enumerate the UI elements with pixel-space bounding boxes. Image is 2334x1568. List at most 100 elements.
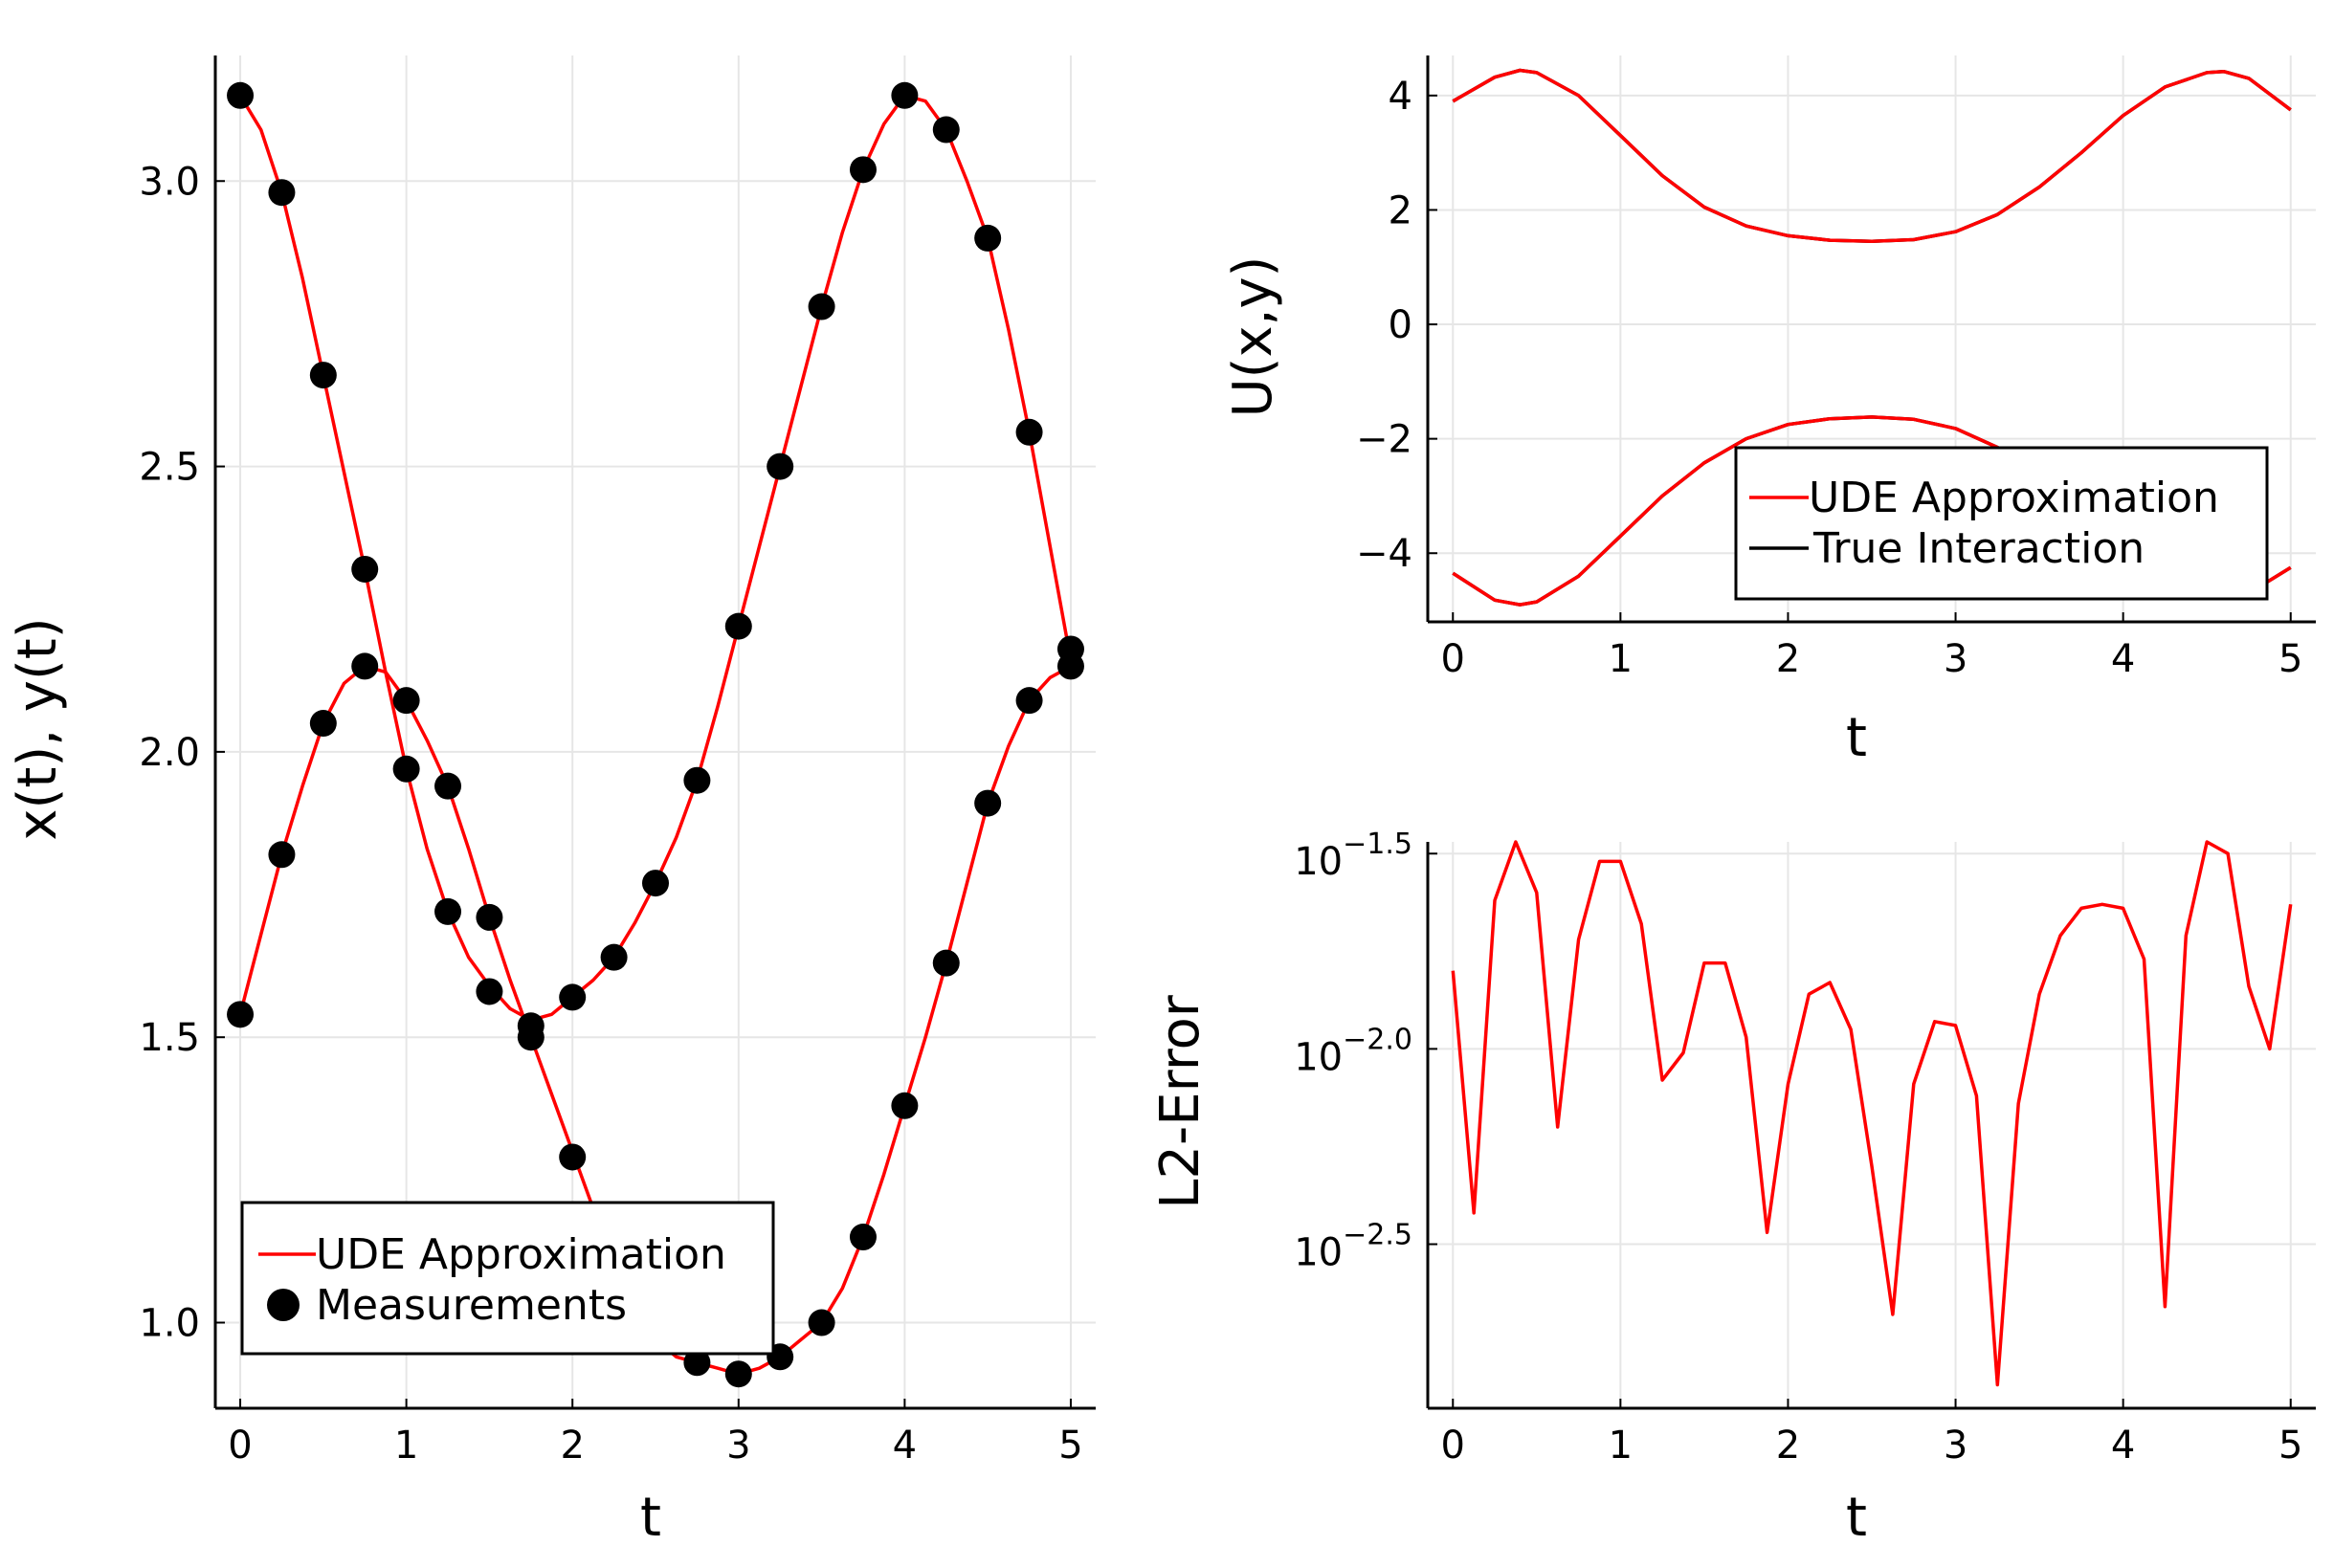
left-measurement-point xyxy=(476,978,503,1005)
left-legend-label-ude: UDE Approximation xyxy=(316,1230,726,1279)
top-right-y-axis-label: U(x,y) xyxy=(1222,256,1284,418)
left-measurement-point xyxy=(392,755,420,783)
left-x-tick-label: 0 xyxy=(228,1424,252,1468)
top-right-legend-box xyxy=(1734,446,2269,601)
left-x-tick-label: 3 xyxy=(726,1424,750,1468)
left-measurement-point xyxy=(974,224,1002,252)
bottom-right-ticks: 0 1 2 3 4 510−2.510−2.010−1.5 xyxy=(1294,828,2302,1468)
left-measurement-point xyxy=(476,903,503,931)
left-series xyxy=(227,81,1084,1388)
left-measurement-point xyxy=(932,949,960,977)
left-ticks: 0 1 2 3 4 5 1.0 1.5 2.0 2.5 3.0 xyxy=(139,160,1082,1468)
bottom-right-x-tick-label: 2 xyxy=(1776,1424,1800,1468)
bottom-right-y-tick-exponent: −1.5 xyxy=(1343,828,1412,861)
top-right-x-tick-label: 2 xyxy=(1776,637,1800,681)
left-measurement-point xyxy=(434,897,462,925)
left-y-tick-label: 3.0 xyxy=(139,160,200,204)
bottom-right-series-line-0 xyxy=(1451,840,2293,1387)
top-right-series-line-1 xyxy=(1452,68,2292,244)
bottom-right-y-tick-base: 10 xyxy=(1294,1035,1343,1079)
left-legend-box xyxy=(240,1201,775,1356)
bottom-right-y-tick-exponent: −2.5 xyxy=(1343,1219,1412,1252)
left-measurement-point xyxy=(808,1309,835,1336)
bottom-right-plot-panel: 0 1 2 3 4 510−2.510−2.010−1.5 t L2-Error xyxy=(1149,828,2316,1549)
top-right-x-tick-label: 0 xyxy=(1441,637,1465,681)
left-legend-marker-measurements xyxy=(267,1289,300,1321)
left-y-tick-label: 1.0 xyxy=(139,1302,200,1346)
left-y-tick-label: 2.0 xyxy=(139,731,200,775)
left-axes xyxy=(213,55,1096,1410)
left-measurement-point xyxy=(351,555,379,583)
left-measurement-point xyxy=(974,789,1002,817)
top-right-y-tick-label: −2 xyxy=(1356,418,1412,462)
top-right-x-tick-label: 5 xyxy=(2278,637,2302,681)
bottom-right-series xyxy=(1451,840,2293,1387)
bottom-right-x-tick-label: 1 xyxy=(1609,1424,1633,1468)
bottom-right-y-tick-base: 10 xyxy=(1294,1231,1343,1275)
left-grid xyxy=(215,55,1096,1408)
left-measurement-point xyxy=(683,766,711,794)
left-measurement-point xyxy=(724,1360,752,1388)
left-measurement-point xyxy=(600,943,628,971)
top-right-y-tick-label: 0 xyxy=(1389,303,1412,347)
left-measurement-point xyxy=(849,156,877,184)
left-measurement-point xyxy=(642,870,669,897)
bottom-right-y-tick-exponent: −2.0 xyxy=(1343,1023,1412,1056)
top-right-x-axis-label: t xyxy=(1846,707,1867,769)
left-measurement-point xyxy=(891,81,919,109)
top-right-x-tick-label: 3 xyxy=(1944,637,1967,681)
left-measurement-point xyxy=(1015,687,1043,715)
left-measurement-point xyxy=(268,179,296,207)
top-right-legend: UDE Approximation True Interaction xyxy=(1734,446,2269,601)
left-measurement-point xyxy=(392,687,420,715)
bottom-right-y-tick-label: 10−2.0 xyxy=(1294,1023,1412,1079)
left-measurement-point xyxy=(434,772,462,800)
bottom-right-x-tick-label: 5 xyxy=(2278,1424,2302,1468)
left-measurement-point xyxy=(309,710,337,738)
left-measurement-point xyxy=(227,1001,255,1028)
left-plot-panel: 0 1 2 3 4 5 1.0 1.5 2.0 2.5 3.0 t x(t), y(t) UDE A… xyxy=(7,55,1096,1549)
left-measurement-point xyxy=(1015,418,1043,446)
top-right-x-tick-label: 4 xyxy=(2111,637,2135,681)
top-right-axes xyxy=(1426,55,2316,624)
bottom-right-axes xyxy=(1426,842,2316,1410)
left-measurement-point xyxy=(1056,652,1084,680)
left-measurement-point xyxy=(517,1024,545,1051)
left-measurement-point xyxy=(559,983,587,1011)
left-measurement-point xyxy=(268,841,296,869)
top-right-legend-label-ude: UDE Approximation xyxy=(1809,474,2219,522)
top-right-y-tick-label: 2 xyxy=(1389,188,1412,232)
left-x-tick-label: 5 xyxy=(1058,1424,1082,1468)
left-measurement-point xyxy=(309,362,337,389)
left-measurement-point xyxy=(351,652,379,680)
bottom-right-y-tick-label: 10−2.5 xyxy=(1294,1219,1412,1275)
left-measurement-point xyxy=(808,293,835,320)
top-right-y-tick-label: 4 xyxy=(1389,75,1412,119)
bottom-right-y-tick-label: 10−1.5 xyxy=(1294,828,1412,884)
left-x-tick-label: 2 xyxy=(560,1424,584,1468)
top-right-y-tick-label: −4 xyxy=(1356,532,1412,576)
left-x-axis-label: t xyxy=(640,1487,661,1549)
bottom-right-x-tick-label: 4 xyxy=(2111,1424,2135,1468)
top-right-x-tick-label: 1 xyxy=(1609,637,1633,681)
left-x-tick-label: 4 xyxy=(893,1424,917,1468)
left-measurement-point xyxy=(891,1092,919,1119)
left-measurement-point xyxy=(767,453,794,480)
left-measurement-point xyxy=(724,612,752,640)
left-measurement-point xyxy=(849,1224,877,1251)
left-measurement-point xyxy=(227,81,255,109)
bottom-right-y-tick-base: 10 xyxy=(1294,840,1343,884)
top-right-legend-label-true: True Interaction xyxy=(1812,524,2145,573)
top-right-ticks: 0 1 2 3 4 5 −4 −2 0 2 4 xyxy=(1356,75,2302,681)
left-y-tick-label: 1.5 xyxy=(139,1016,200,1060)
left-legend: UDE Approximation Measurements xyxy=(240,1201,775,1356)
left-measurement-point xyxy=(683,1349,711,1377)
top-right-plot-panel: 0 1 2 3 4 5 −4 −2 0 2 4 t U(x,y) UDE Approximation… xyxy=(1222,55,2316,769)
bottom-right-y-axis-label: L2-Error xyxy=(1149,994,1211,1209)
left-measurement-point xyxy=(559,1143,587,1171)
left-measurement-point xyxy=(932,116,960,144)
left-legend-label-measurements: Measurements xyxy=(316,1281,627,1330)
left-y-axis-label: x(t), y(t) xyxy=(7,617,69,840)
bottom-right-x-axis-label: t xyxy=(1846,1487,1867,1549)
